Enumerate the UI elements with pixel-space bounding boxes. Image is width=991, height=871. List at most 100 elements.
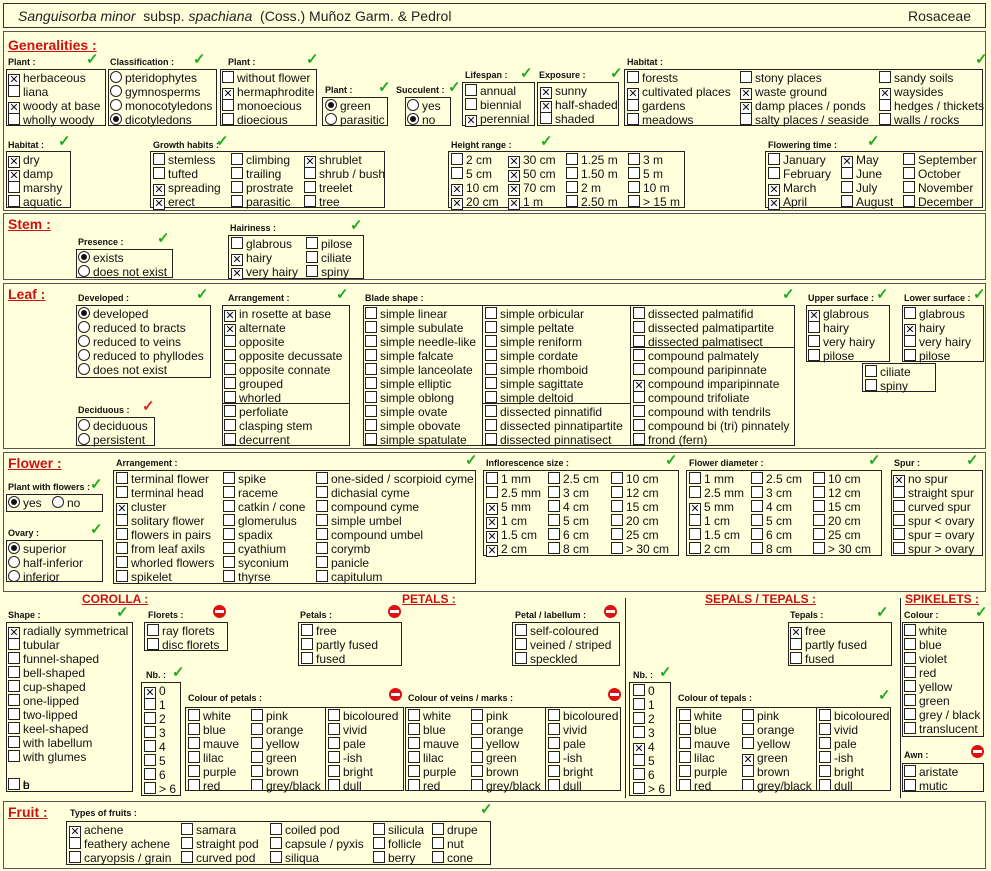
checkbox[interactable] xyxy=(628,167,640,179)
option-succulent-no[interactable]: no xyxy=(407,113,435,127)
radio-button[interactable] xyxy=(110,99,122,111)
option-cp_b-pink[interactable]: pink xyxy=(742,709,779,723)
checkbox[interactable] xyxy=(8,778,20,790)
checkbox[interactable] xyxy=(223,556,235,568)
option-florets-disc-florets[interactable]: disc florets xyxy=(147,638,219,652)
radio-button[interactable] xyxy=(78,335,90,347)
option-cp_c-vivid[interactable]: vivid xyxy=(548,723,587,737)
checkbox[interactable] xyxy=(566,167,578,179)
option-cp_b-pink[interactable]: pink xyxy=(251,709,288,723)
option-blade_a-simple-ovate[interactable]: simple ovate xyxy=(365,405,447,419)
checkbox[interactable] xyxy=(819,709,831,721)
option-farr_c-compound-cyme[interactable]: compound cyme xyxy=(316,500,419,514)
option-arrangement-opposite[interactable]: opposite xyxy=(224,335,284,349)
checkbox[interactable] xyxy=(742,723,754,735)
option-nb2-6[interactable]: 6 xyxy=(633,768,655,782)
option-ovary-superior[interactable]: superior xyxy=(8,542,66,556)
checkbox[interactable] xyxy=(8,181,20,193)
checkbox[interactable] xyxy=(904,708,916,720)
option-diam_a-1-cm[interactable]: 1 cm xyxy=(689,514,730,528)
checkbox[interactable] xyxy=(8,680,20,692)
option-cp_a-mauve[interactable]: mauve xyxy=(679,737,730,751)
checkbox[interactable] xyxy=(181,823,193,835)
option-height_c-1-25-m[interactable]: 1.25 m xyxy=(566,153,618,167)
option-blade_b-simple-peltate[interactable]: simple peltate xyxy=(485,321,574,335)
checkbox[interactable] xyxy=(633,782,645,794)
checkbox[interactable] xyxy=(251,723,263,735)
option-blade_b2-dissected-pinnatisect[interactable]: dissected pinnatisect xyxy=(485,433,611,447)
option-cp_c-pale[interactable]: pale xyxy=(328,737,366,751)
option-blade_a-simple-falcate[interactable]: simple falcate xyxy=(365,349,453,363)
checkbox[interactable] xyxy=(790,638,802,650)
option-growth_c-treelet[interactable]: treelet xyxy=(304,181,352,195)
option-cp_c-pale[interactable]: pale xyxy=(819,737,857,751)
checkbox[interactable] xyxy=(365,419,377,431)
checkbox[interactable] xyxy=(633,754,645,766)
radio-button[interactable] xyxy=(110,85,122,97)
option-fruit_b-curved-pod[interactable]: curved pod xyxy=(181,851,255,865)
option-farr_b-thyrse[interactable]: thyrse xyxy=(223,570,271,584)
option-farr_c-dichasial-cyme[interactable]: dichasial cyme xyxy=(316,486,410,500)
checkbox[interactable] xyxy=(316,570,328,582)
option-growth_b-trailing[interactable]: trailing xyxy=(231,167,281,181)
option-infl_a-2-cm[interactable]: ✕ 2 cm xyxy=(486,542,527,557)
option-nb2-0[interactable]: 0 xyxy=(633,684,655,698)
option-plant1-herbaceous[interactable]: ✕ herbaceous xyxy=(8,71,86,86)
option-growth_c-shrub-bush[interactable]: shrub / bush xyxy=(304,167,385,181)
option-arrangement-opposite-connate[interactable]: opposite connate xyxy=(224,363,330,377)
checkbox[interactable] xyxy=(548,500,560,512)
option-blade_b-simple-reniform[interactable]: simple reniform xyxy=(485,335,582,349)
option-cp_b-green[interactable]: green xyxy=(251,751,297,765)
checkbox[interactable] xyxy=(904,680,916,692)
option-lower-pilose[interactable]: pilose xyxy=(904,349,950,363)
checkbox[interactable] xyxy=(408,709,420,721)
checkbox[interactable] xyxy=(316,486,328,498)
option-farr_c-compound-umbel[interactable]: compound umbel xyxy=(316,528,423,542)
option-hair_b-pilose[interactable]: pilose xyxy=(306,237,352,251)
checkbox[interactable] xyxy=(742,765,754,777)
checkbox[interactable]: ✕ xyxy=(304,156,316,168)
option-flower_b-july[interactable]: July xyxy=(841,181,877,195)
checkbox[interactable] xyxy=(904,652,916,664)
option-colour-translucent[interactable]: translucent xyxy=(904,722,978,736)
option-blade_b-simple-rhomboid[interactable]: simple rhomboid xyxy=(485,363,588,377)
checkbox[interactable] xyxy=(451,153,463,165)
checkbox[interactable] xyxy=(471,751,483,763)
checkbox[interactable]: ✕ xyxy=(486,531,498,543)
checkbox[interactable] xyxy=(813,472,825,484)
option-diam_a-2-cm[interactable]: 2 cm xyxy=(689,542,730,556)
checkbox[interactable] xyxy=(365,405,377,417)
option-height_c-1-50-m[interactable]: 1.50 m xyxy=(566,167,618,181)
option-farr_a-cluster[interactable]: ✕ cluster xyxy=(116,500,166,515)
option-habitat1b-stony-places[interactable]: stony places xyxy=(740,71,822,85)
option-growth_a-tufted[interactable]: tufted xyxy=(153,167,198,181)
checkbox[interactable] xyxy=(304,167,316,179)
option-growth_a-spreading[interactable]: ✕ spreading xyxy=(153,181,221,196)
checkbox[interactable] xyxy=(611,514,623,526)
checkbox[interactable]: ✕ xyxy=(224,324,236,336)
checkbox[interactable] xyxy=(231,237,243,249)
option-farr_b-spadix[interactable]: spadix xyxy=(223,528,273,542)
checkbox[interactable]: ✕ xyxy=(879,88,891,100)
option-infl_b-3-cm[interactable]: 3 cm xyxy=(548,486,589,500)
option-hair_b-ciliate[interactable]: ciliate xyxy=(306,251,352,265)
option-habitat1a-gardens[interactable]: gardens xyxy=(627,99,685,113)
checkbox[interactable] xyxy=(879,113,891,125)
option-flower_b-may[interactable]: ✕ May xyxy=(841,153,879,168)
radio-button[interactable] xyxy=(325,113,337,125)
option-infl_b-2-5-cm[interactable]: 2.5 cm xyxy=(548,472,599,486)
option-arrangement-grouped[interactable]: grouped xyxy=(224,377,283,391)
option-blade_a-simple-oblong[interactable]: simple oblong xyxy=(365,391,454,405)
checkbox[interactable] xyxy=(144,726,156,738)
checkbox[interactable] xyxy=(633,768,645,780)
checkbox[interactable] xyxy=(373,823,385,835)
checkbox[interactable] xyxy=(365,335,377,347)
option-tepals-partly-fused[interactable]: partly fused xyxy=(790,638,867,652)
option-farr_a-solitary-flower[interactable]: solitary flower xyxy=(116,514,204,528)
option-diam_c-12-cm[interactable]: 12 cm xyxy=(813,486,861,500)
checkbox[interactable] xyxy=(222,113,234,125)
option-blade_c2-compound-imparipinnate[interactable]: ✕ compound imparipinnate xyxy=(633,377,779,392)
checkbox[interactable] xyxy=(116,542,128,554)
option-nb1-2[interactable]: 2 xyxy=(144,712,166,726)
checkbox[interactable] xyxy=(566,195,578,207)
